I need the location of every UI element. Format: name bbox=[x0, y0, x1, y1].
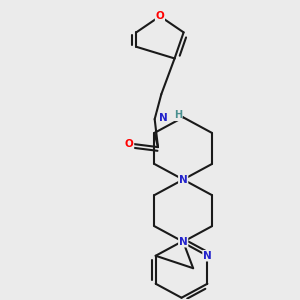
Text: N: N bbox=[179, 237, 188, 247]
Text: O: O bbox=[125, 139, 134, 149]
Text: H: H bbox=[174, 110, 182, 120]
Text: N: N bbox=[203, 251, 212, 261]
Text: O: O bbox=[156, 11, 164, 21]
Text: N: N bbox=[159, 112, 167, 122]
Text: N: N bbox=[179, 175, 188, 184]
